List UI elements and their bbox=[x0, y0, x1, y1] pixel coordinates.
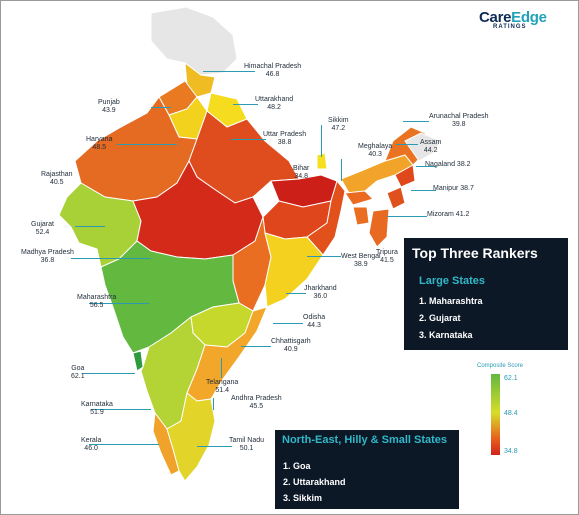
state-label: Mizoram 41.2 bbox=[427, 211, 470, 218]
region-northeast-no-data bbox=[404, 132, 442, 162]
leader-line bbox=[416, 166, 436, 167]
leader-line bbox=[233, 104, 258, 105]
leader-line bbox=[396, 144, 418, 145]
leader-line bbox=[307, 256, 341, 257]
state-label: Tamil Nadu 50.1 bbox=[229, 437, 265, 452]
leader-line bbox=[75, 226, 105, 227]
list-item: 1. Goa bbox=[283, 461, 311, 471]
list-item: 3. Sikkim bbox=[283, 493, 323, 503]
region-north-no-data bbox=[150, 6, 238, 76]
state-nagaland bbox=[394, 164, 416, 188]
state-tamil-nadu bbox=[166, 392, 216, 482]
leader-line bbox=[197, 446, 232, 447]
state-label: Meghalaya 40.3 bbox=[358, 143, 393, 158]
state-label: Assam 44.2 bbox=[420, 139, 442, 154]
small-states-heading: North-East, Hilly & Small States bbox=[282, 434, 448, 446]
leader-line bbox=[71, 258, 151, 259]
large-states-list: 1. Maharashtra 2. Gujarat 3. Karnataka bbox=[419, 293, 483, 344]
leader-line bbox=[151, 107, 171, 108]
legend-max: 62.1 bbox=[504, 375, 518, 382]
state-label: Tripura 41.5 bbox=[376, 249, 398, 264]
state-label: West Bengal 38.9 bbox=[341, 253, 381, 268]
leader-line bbox=[273, 323, 303, 324]
logo-tagline: RATINGS bbox=[493, 24, 527, 30]
top-rankers-panel: Top Three Rankers Large States 1. Mahara… bbox=[404, 238, 568, 350]
state-west-bengal bbox=[306, 179, 346, 256]
small-states-panel: North-East, Hilly & Small States 1. Goa … bbox=[275, 430, 459, 509]
list-item: 3. Karnataka bbox=[419, 330, 473, 340]
legend-min: 34.8 bbox=[504, 448, 518, 455]
panel-title: Top Three Rankers bbox=[412, 245, 538, 261]
large-states-heading: Large States bbox=[419, 275, 486, 287]
leader-line bbox=[411, 190, 436, 191]
list-item: 2. Gujarat bbox=[419, 313, 461, 323]
state-sikkim bbox=[316, 152, 328, 170]
state-meghalaya bbox=[344, 190, 374, 206]
leader-line bbox=[89, 303, 149, 304]
legend-mid: 48.4 bbox=[504, 410, 518, 417]
careedge-logo: CareEdge RATINGS bbox=[479, 9, 547, 30]
state-tripura bbox=[352, 206, 370, 226]
state-label: Manipur 38.7 bbox=[433, 185, 474, 192]
state-goa bbox=[132, 350, 144, 372]
state-label: Telangana 51.4 bbox=[206, 379, 239, 394]
state-manipur bbox=[386, 186, 406, 210]
state-label: Haryana 48.5 bbox=[86, 136, 113, 151]
logo-text-edge: Edge bbox=[511, 9, 547, 26]
legend-title: Composite Score bbox=[477, 363, 524, 369]
legend-color-scale bbox=[491, 374, 500, 455]
leader-line bbox=[117, 144, 177, 145]
state-label: Andhra Pradesh 45.5 bbox=[231, 395, 282, 410]
state-label: Maharashtra 56.5 bbox=[77, 294, 117, 309]
leader-line bbox=[83, 373, 135, 374]
leader-line bbox=[341, 159, 342, 181]
list-item: 2. Uttarakhand bbox=[283, 477, 346, 487]
leader-line bbox=[403, 121, 429, 122]
state-label: Odisha 44.3 bbox=[303, 314, 326, 329]
state-label: Uttarakhand 48.2 bbox=[255, 96, 294, 111]
leader-line bbox=[89, 444, 159, 445]
state-label: Arunachal Pradesh 39.8 bbox=[429, 113, 489, 128]
leader-line bbox=[286, 293, 306, 294]
state-odisha bbox=[264, 232, 324, 308]
state-label: Himachal Pradesh 46.8 bbox=[244, 63, 302, 78]
logo-text-care: Care bbox=[479, 9, 512, 26]
small-states-list: 1. Goa 2. Uttarakhand 3. Sikkim bbox=[283, 458, 346, 506]
list-item: 1. Maharashtra bbox=[419, 296, 483, 306]
leader-line bbox=[221, 358, 222, 378]
state-label: Kerala 46.0 bbox=[81, 437, 102, 452]
state-label: Punjab 43.9 bbox=[98, 99, 120, 114]
state-label: Bihar 34.8 bbox=[293, 165, 310, 180]
state-label: Chhattisgarh 40.9 bbox=[271, 338, 311, 353]
state-mizoram bbox=[368, 208, 390, 248]
state-label: Gujarat 52.4 bbox=[31, 221, 54, 236]
state-label: Rajasthan 40.5 bbox=[41, 171, 73, 186]
leader-line bbox=[241, 346, 271, 347]
leader-line bbox=[213, 398, 214, 410]
state-label: Madhya Pradesh 36.8 bbox=[21, 249, 74, 264]
leader-line bbox=[203, 71, 255, 72]
state-label: Karnataka 51.9 bbox=[81, 401, 113, 416]
leader-line bbox=[231, 139, 266, 140]
state-label: Jharkhand 36.0 bbox=[304, 285, 337, 300]
state-label: Nagaland 38.2 bbox=[425, 161, 471, 168]
state-label: Goa 62.1 bbox=[71, 365, 85, 380]
state-label: Sikkim 47.2 bbox=[328, 117, 349, 132]
state-label: Uttar Pradesh 38.8 bbox=[263, 131, 307, 146]
leader-line bbox=[91, 409, 151, 410]
leader-line bbox=[321, 125, 322, 157]
leader-line bbox=[387, 216, 427, 217]
